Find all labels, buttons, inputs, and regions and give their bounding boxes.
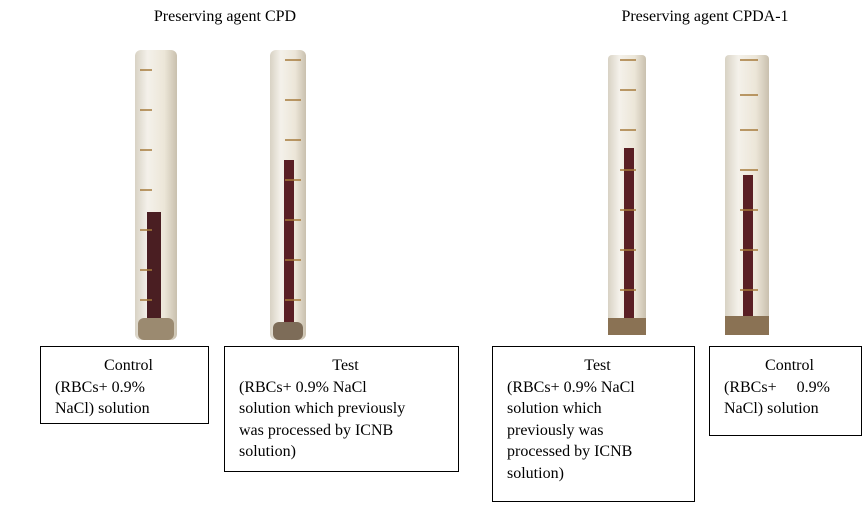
heading: Preserving agent CPD [153,8,297,25]
caption-line: NaCl) solution [55,400,150,417]
caption-box: Test (RBCs+ 0.9% NaCl solution which previ… [224,346,459,472]
caption-line: Test [584,357,611,374]
tube [270,50,306,340]
caption-box: Test (RBCs+ 0.9% NaCl solution which previo… [492,346,695,502]
tube [725,55,769,335]
caption-line: solution which [507,400,602,417]
caption-line: processed by ICNB [507,443,633,460]
caption-line: Test [332,357,359,374]
caption-line: (RBCs+ 0.9% NaCl [507,378,635,396]
tube [608,55,646,335]
caption-line: solution) [239,443,296,460]
caption-box: Control (RBCs+ 0.9% NaCl) solution [709,346,862,436]
heading: Preserving agent CPDA-1 [621,8,789,25]
caption-line: solution) [507,464,564,482]
caption-line: was processed by ICNB [239,421,394,439]
caption-box: Control (RBCs+ 0.9% NaCl) solution [40,346,209,424]
caption-line: previously was [507,421,604,439]
tube [135,50,177,340]
scale-marks [140,59,758,301]
caption-line: solution which previously [239,400,406,417]
caption-line: (RBCs+ 0.9% [724,378,830,396]
caption-line: Control [765,357,814,374]
caption-line: (RBCs+ 0.9% NaCl [239,378,367,396]
caption-line: NaCl) solution [724,400,819,417]
caption-line: Control [104,357,153,374]
caption-line: (RBCs+ 0.9% [55,378,145,396]
